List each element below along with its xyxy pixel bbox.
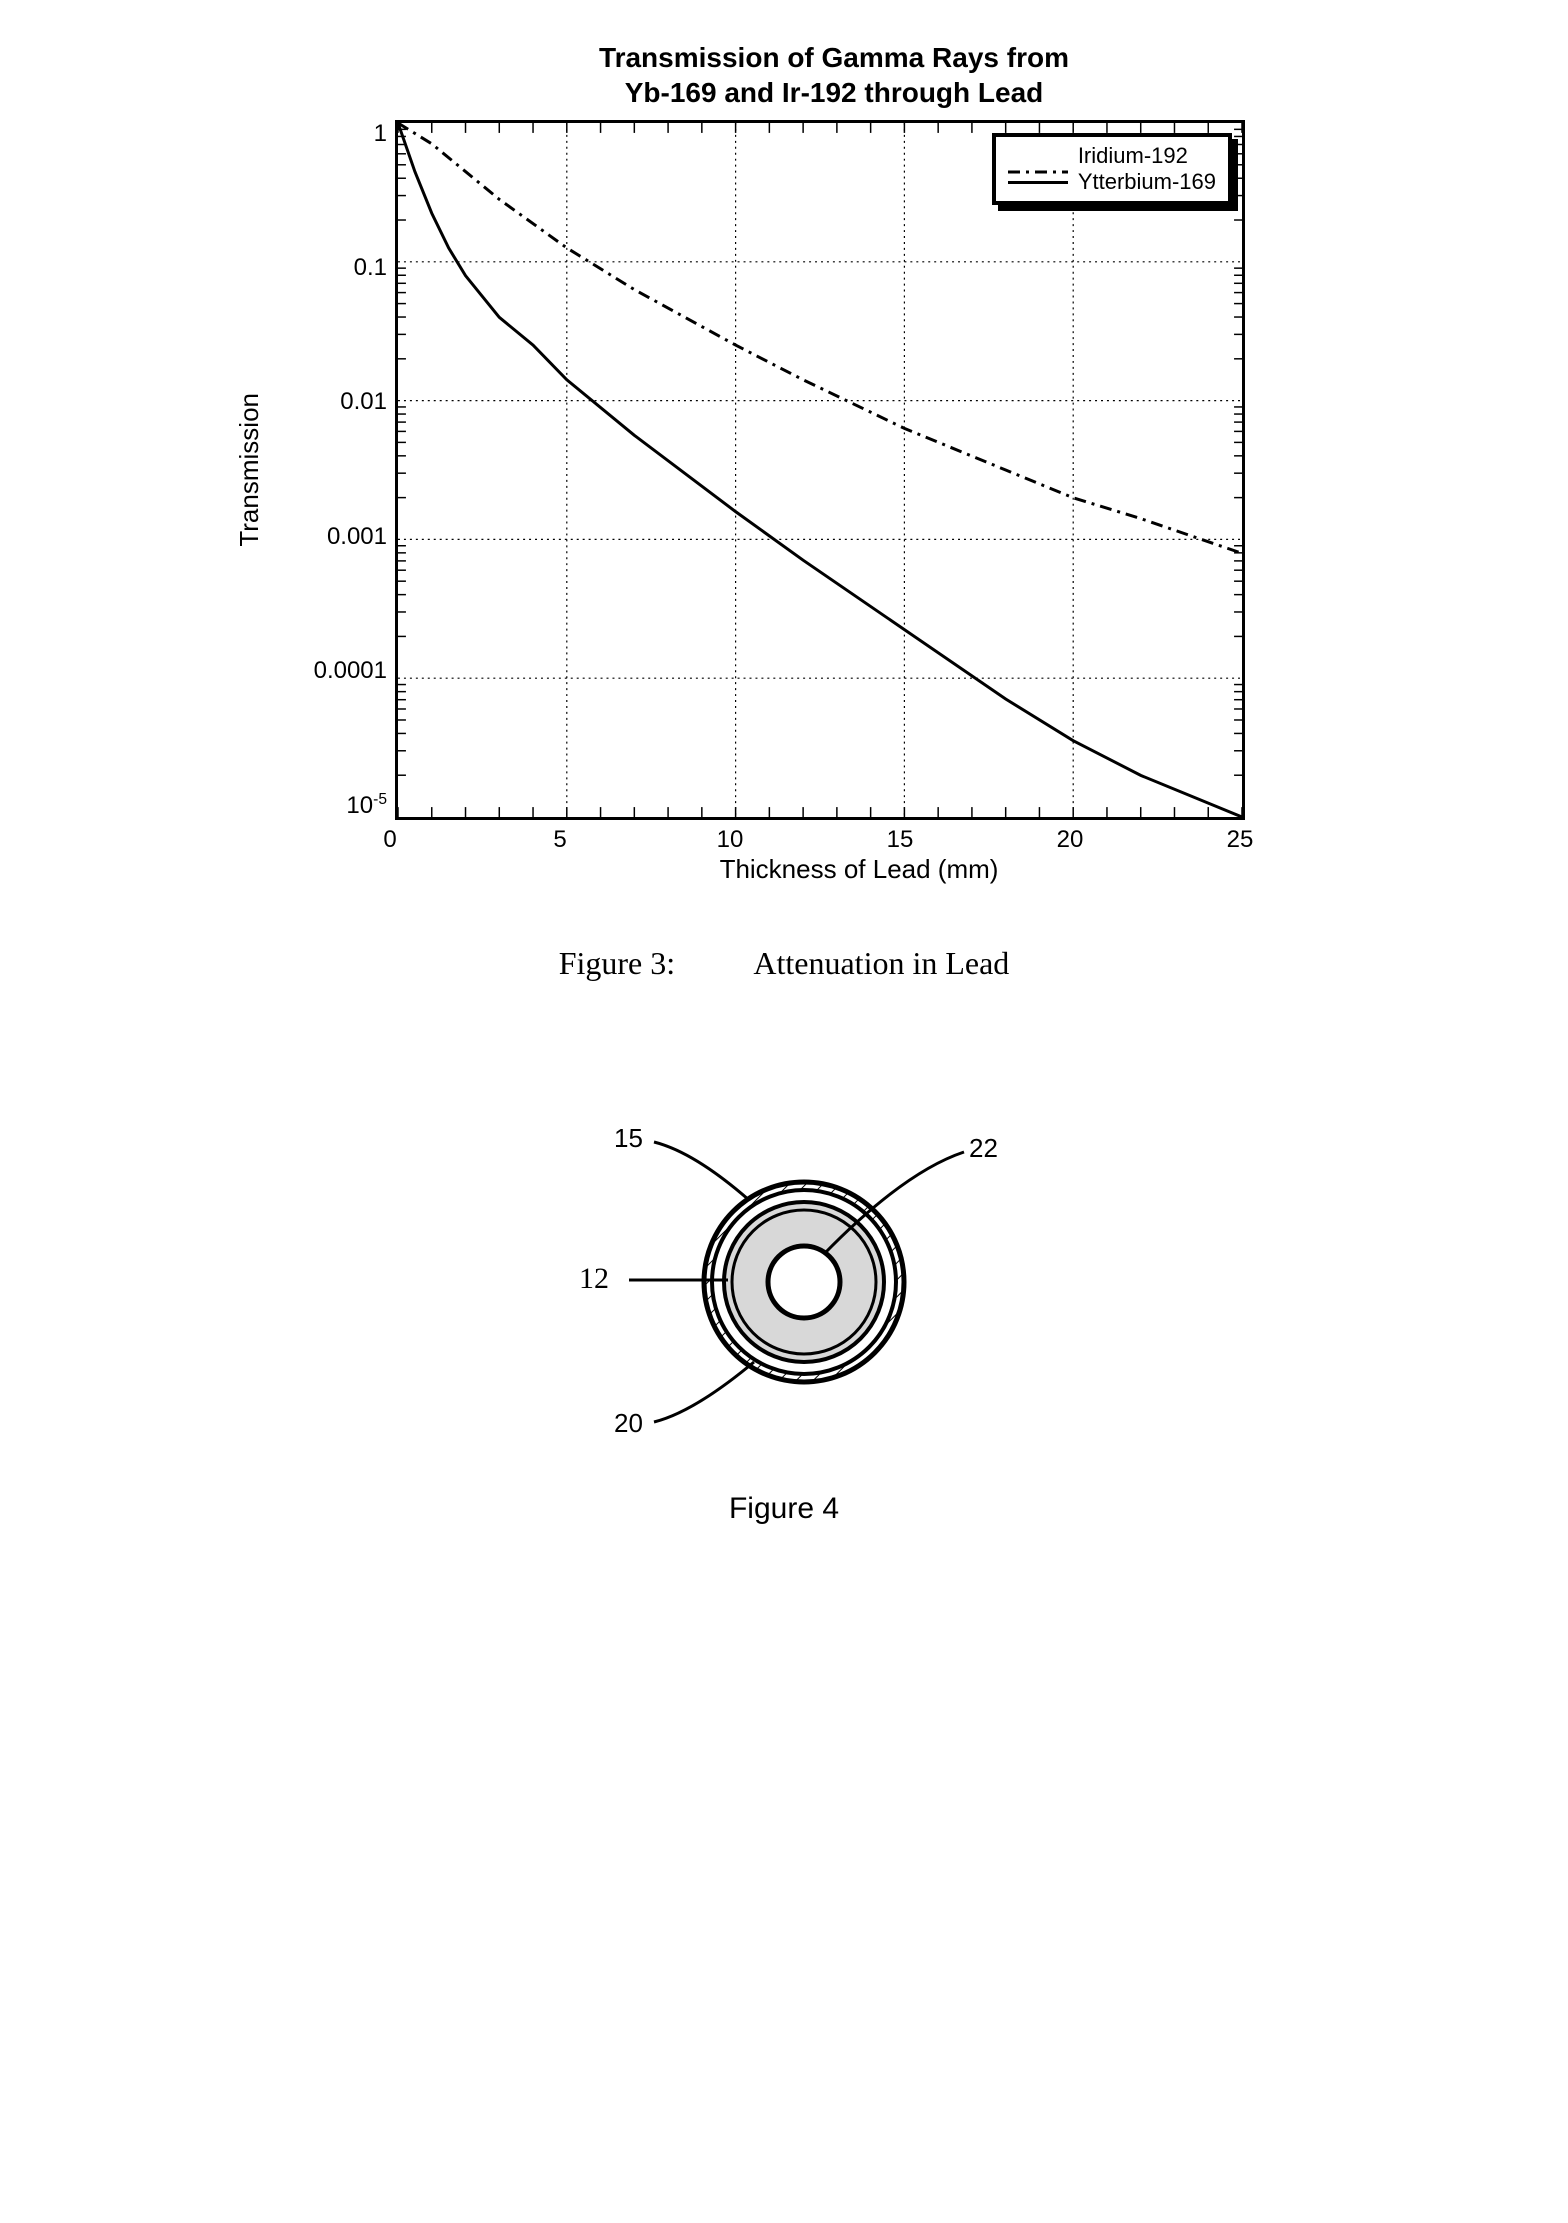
svg-text:22: 22 bbox=[969, 1133, 998, 1163]
svg-text:12: 12 bbox=[579, 1262, 609, 1295]
legend: Iridium-192Ytterbium-169 bbox=[992, 133, 1232, 205]
svg-text:15: 15 bbox=[614, 1123, 643, 1153]
y-axis-label: Transmission bbox=[234, 393, 265, 547]
chart-title-line1: Transmission of Gamma Rays from bbox=[599, 42, 1069, 73]
svg-text:20: 20 bbox=[614, 1408, 643, 1438]
x-tick-labels: 0510152025 bbox=[390, 820, 1240, 826]
figure-4-svg: 15 22 12 20 bbox=[534, 1082, 1034, 1462]
figure-4: 15 22 12 20 Figure 4 bbox=[534, 1082, 1034, 1526]
y-tick-labels: 10.10.010.0010.000110-5 bbox=[285, 120, 395, 820]
figure-3-label: Figure 3: bbox=[559, 945, 675, 981]
chart-title: Transmission of Gamma Rays from Yb-169 a… bbox=[334, 40, 1334, 110]
plot-area: Iridium-192Ytterbium-169 bbox=[395, 120, 1245, 820]
x-axis-label: Thickness of Lead (mm) bbox=[384, 854, 1334, 885]
transmission-chart: Transmission of Gamma Rays from Yb-169 a… bbox=[234, 40, 1334, 885]
figure-3-text: Attenuation in Lead bbox=[753, 945, 1009, 981]
figure-3-caption: Figure 3: Attenuation in Lead bbox=[60, 945, 1508, 982]
plot-svg bbox=[398, 123, 1242, 817]
chart-title-line2: Yb-169 and Ir-192 through Lead bbox=[625, 77, 1044, 108]
figure-4-caption: Figure 4 bbox=[534, 1492, 1034, 1526]
